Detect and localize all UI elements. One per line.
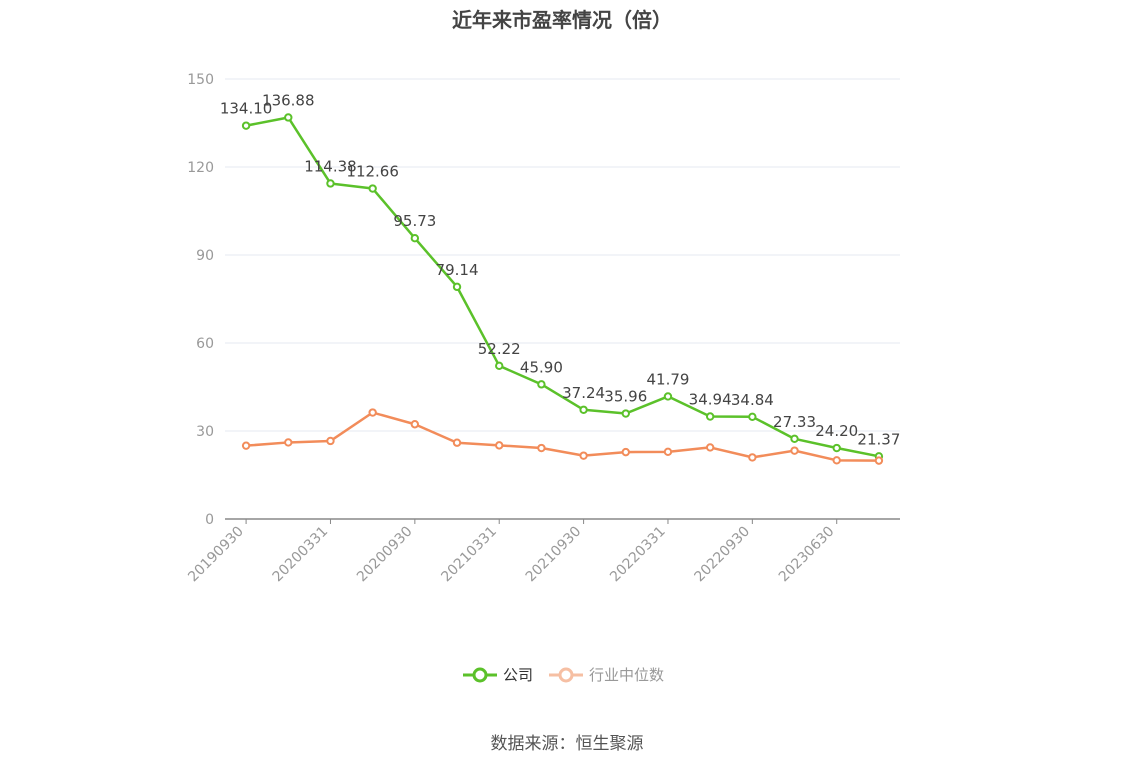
industry-point [326, 436, 335, 446]
x-tick-label: 20230630 [776, 524, 838, 586]
chart-title: 近年来市盈率情况（倍） [452, 8, 672, 32]
industry-point [790, 446, 799, 455]
data-label: 27.33 [773, 413, 816, 431]
data-label: 79.14 [436, 261, 479, 279]
data-label: 21.37 [857, 430, 900, 448]
company-point [368, 184, 377, 193]
company-point [284, 113, 293, 122]
industry-point [874, 456, 884, 465]
company-point [790, 434, 799, 444]
data-label: 35.96 [604, 388, 647, 406]
company-point [326, 179, 335, 188]
industry-point [537, 443, 546, 453]
industry-point [832, 456, 841, 465]
company-line [245, 116, 880, 458]
y-tick-label: 150 [187, 72, 214, 88]
data-label: 112.66 [346, 163, 399, 181]
data-label: 37.24 [562, 384, 605, 402]
data-label: 34.84 [731, 391, 774, 409]
x-tick-label: 20220331 [607, 524, 669, 586]
legend-label-company: 公司 [503, 666, 534, 684]
data-label: 52.22 [478, 340, 521, 358]
industry-point [579, 451, 588, 460]
x-tick-label: 20200930 [354, 524, 416, 586]
y-tick-label: 0 [205, 512, 214, 528]
legend-item-industry[interactable]: 行业中位数 [549, 664, 664, 685]
industry-point [663, 447, 673, 457]
grid-lines [225, 78, 900, 432]
industry-point [284, 438, 293, 447]
series-lines [241, 113, 884, 465]
source-note: 数据来源：恒生聚源 [490, 734, 644, 754]
industry-point [621, 447, 630, 457]
company-point [579, 405, 588, 414]
company-point [621, 409, 630, 418]
data-label: 24.20 [815, 422, 858, 440]
y-tick-label: 90 [196, 248, 214, 264]
industry-point [452, 438, 462, 447]
legend-company-icon [463, 667, 497, 682]
industry-point [241, 441, 251, 450]
legend-item-company[interactable]: 公司 [463, 664, 533, 685]
industry-point [705, 443, 715, 452]
company-point [663, 392, 673, 401]
data-label: 95.73 [393, 212, 436, 230]
y-tick-label: 120 [187, 160, 214, 176]
data-label: 45.90 [520, 358, 563, 376]
company-point [241, 121, 251, 130]
x-tick-label: 20210331 [438, 524, 500, 586]
x-tick-label: 20190930 [185, 524, 247, 586]
company-point [495, 361, 504, 371]
legend-label-industry: 行业中位数 [589, 666, 665, 684]
industry-point [495, 441, 504, 450]
x-tick-label: 20210930 [523, 524, 585, 586]
data-label: 134.10 [220, 100, 273, 118]
company-point [452, 282, 462, 292]
data-label: 34.94 [689, 391, 732, 409]
industry-point [410, 420, 420, 429]
legend-industry-icon [549, 667, 584, 682]
x-tick-label: 20220930 [691, 524, 753, 586]
y-tick-label: 30 [196, 424, 214, 440]
data-label: 41.79 [646, 370, 689, 388]
data-labels: 134.10136.88114.38112.6695.7379.1452.224… [220, 91, 901, 448]
axes: 0 30 60 90 120 150 20190930 20200331 20200930 202… [185, 72, 900, 585]
company-point [748, 412, 757, 422]
x-tick-label: 20200331 [270, 524, 332, 586]
company-point [537, 380, 546, 389]
industry-line [245, 411, 879, 462]
data-label: 136.88 [262, 91, 315, 109]
company-point [832, 443, 841, 453]
company-point [705, 412, 715, 421]
legend: 公司 行业中位数 [463, 664, 680, 685]
y-tick-label: 60 [196, 336, 214, 352]
industry-point [368, 408, 377, 417]
company-point [410, 233, 420, 243]
data-label: 114.38 [304, 157, 357, 175]
industry-point [748, 453, 757, 462]
